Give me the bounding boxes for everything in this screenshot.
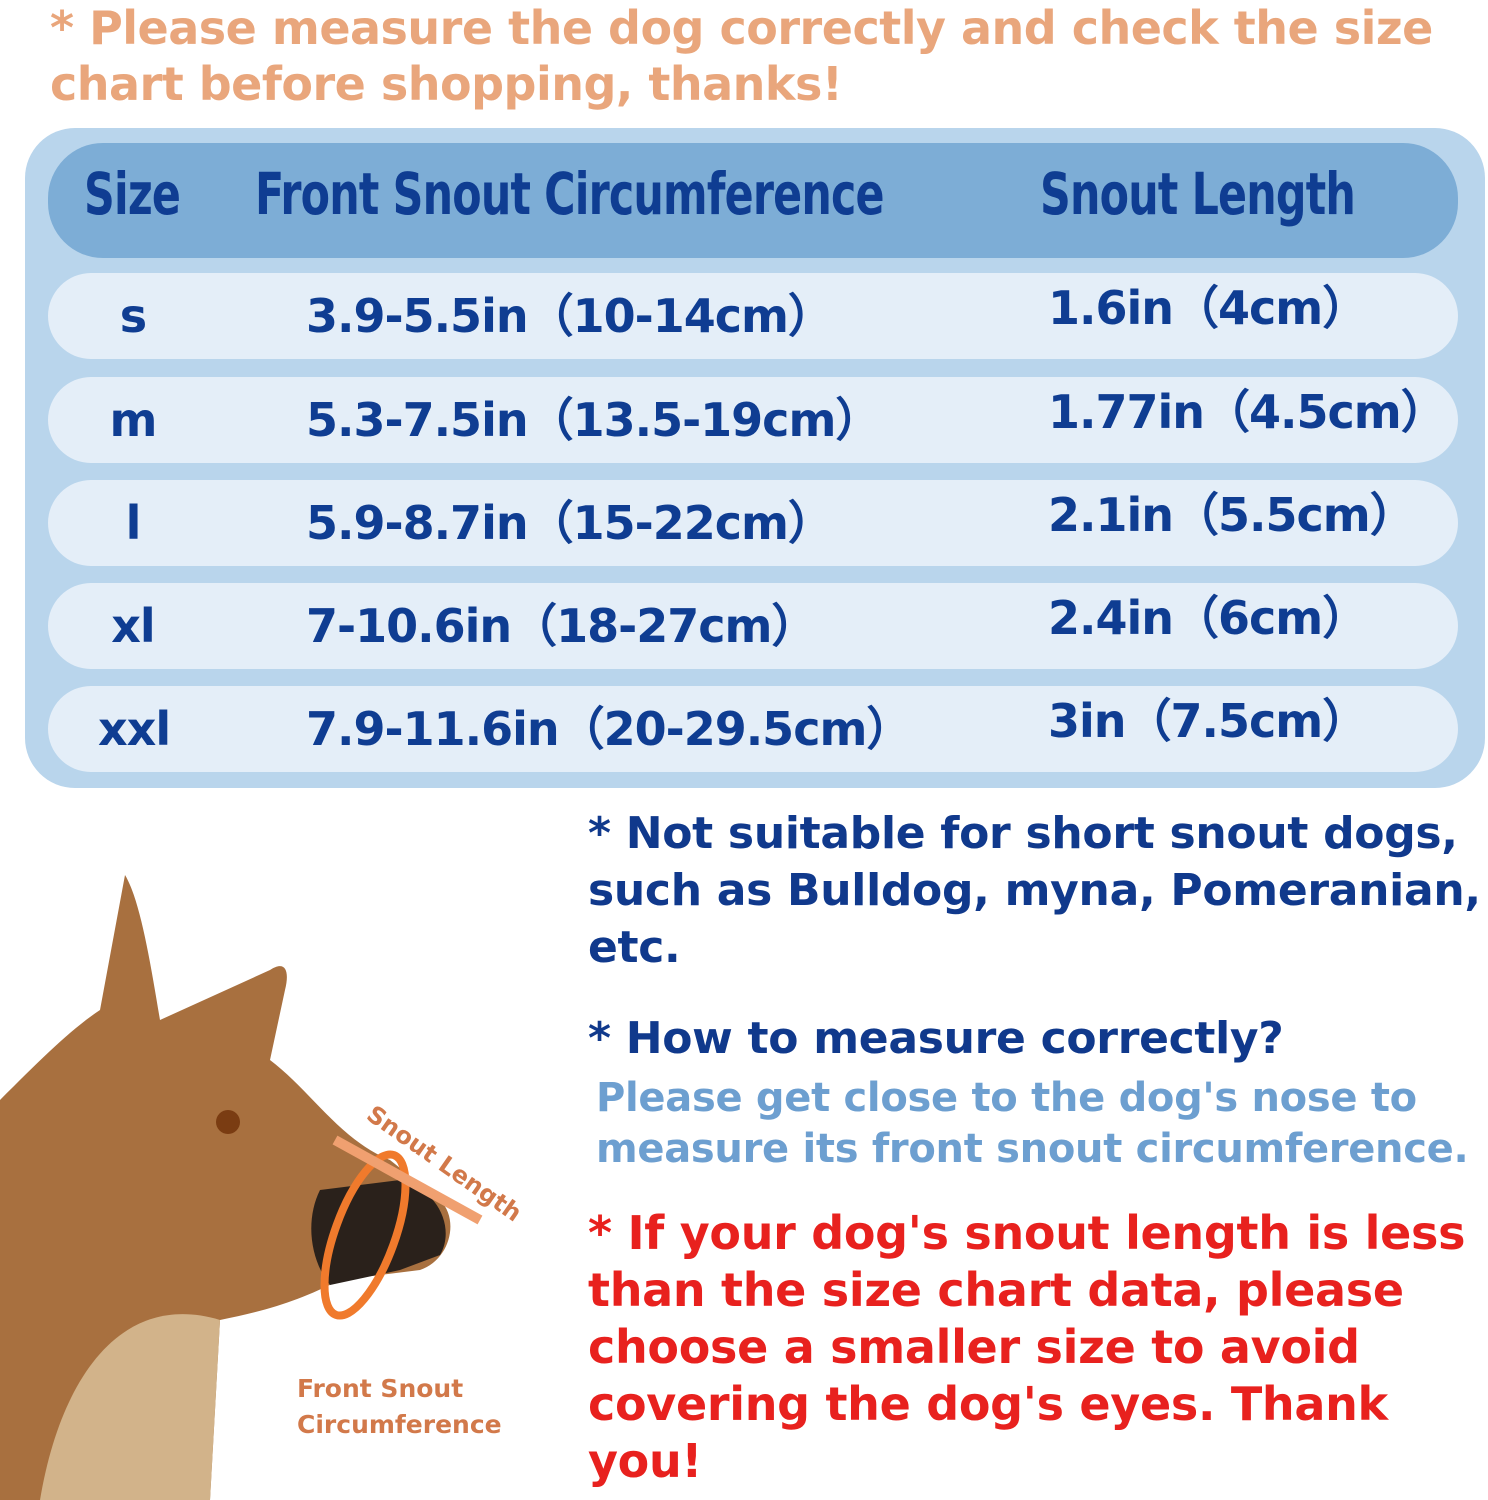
header-size: Size xyxy=(84,160,181,228)
circumference-cell: 5.3-7.5in（13.5-19cm） xyxy=(306,393,881,447)
table-row: xxl 7.9-11.6in（20-29.5cm） 3in（7.5cm） xyxy=(48,686,1458,772)
how-to-measure-body: Please get close to the dog's nose to me… xyxy=(596,1075,1469,1172)
circumference-label-2: Circumference xyxy=(297,1410,502,1439)
warning-note: * If your dog's snout length is less tha… xyxy=(588,1206,1466,1488)
length-cell: 2.1in（5.5cm） xyxy=(1048,488,1416,542)
table-row: l 5.9-8.7in（15-22cm） 2.1in（5.5cm） xyxy=(48,480,1458,566)
length-cell: 2.4in（6cm） xyxy=(1048,591,1368,645)
circumference-cell: 3.9-5.5in（10-14cm） xyxy=(306,289,834,343)
table-row: s 3.9-5.5in（10-14cm） 1.6in（4cm） xyxy=(48,273,1458,359)
circumference-cell: 7-10.6in（18-27cm） xyxy=(306,599,817,653)
size-chart-header xyxy=(48,143,1458,258)
dog-chest xyxy=(40,1314,220,1500)
size-cell: m xyxy=(109,393,158,447)
circumference-label-1: Front Snout xyxy=(297,1374,463,1403)
circumference-cell: 5.9-8.7in（15-22cm） xyxy=(306,496,834,550)
how-to-measure-heading: * How to measure correctly? xyxy=(588,1013,1284,1064)
table-row: m 5.3-7.5in（13.5-19cm） 1.77in（4.5cm） xyxy=(48,377,1458,463)
table-row: xl 7-10.6in（18-27cm） 2.4in（6cm） xyxy=(48,583,1458,669)
size-cell: l xyxy=(125,496,142,550)
length-cell: 1.6in（4cm） xyxy=(1048,281,1368,335)
header-snout-length: Snout Length xyxy=(1040,160,1356,228)
top-note: * Please measure the dog correctly and c… xyxy=(50,1,1433,111)
size-cell: xl xyxy=(111,599,155,653)
length-cell: 3in（7.5cm） xyxy=(1048,694,1368,748)
size-cell: s xyxy=(119,289,147,343)
size-cell: xxl xyxy=(98,702,171,756)
length-cell: 1.77in（4.5cm） xyxy=(1048,385,1447,439)
circumference-cell: 7.9-11.6in（20-29.5cm） xyxy=(306,702,912,756)
snout-length-ruler xyxy=(332,1135,483,1225)
header-circumference: Front Snout Circumference xyxy=(255,160,885,228)
short-snout-note: * Not suitable for short snout dogs, suc… xyxy=(588,808,1481,973)
dog-eye xyxy=(216,1110,240,1134)
dog-illustration: Snout Length Front Snout Circumference xyxy=(0,875,527,1500)
snout-circumference-ring xyxy=(320,1150,410,1320)
